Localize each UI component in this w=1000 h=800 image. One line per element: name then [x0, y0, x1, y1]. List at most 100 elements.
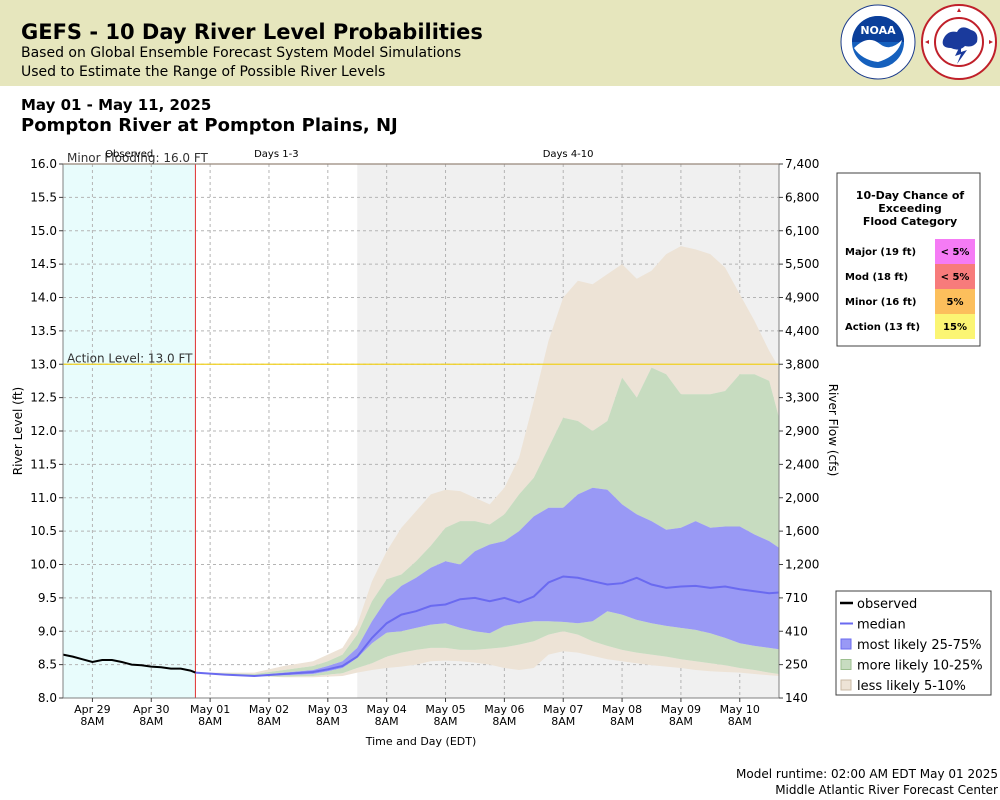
chart-subtitle-purpose: Used to Estimate the Range of Possible R… [21, 64, 386, 80]
exceedance-value: 15% [943, 322, 967, 333]
x-tick-date: May 09 [661, 703, 701, 716]
y-axis-label: River Level (ft) [11, 387, 25, 475]
y2-tick-label: 2,400 [785, 457, 819, 471]
model-runtime: Model runtime: 02:00 AM EDT May 01 2025 [736, 767, 998, 781]
exceedance-value: < 5% [941, 272, 970, 283]
x-tick-time: 8AM [610, 715, 634, 728]
band-10-25-upper [195, 367, 779, 676]
band-5-10-lower [195, 631, 779, 678]
y2-tick-label: 6,800 [785, 190, 819, 204]
y-tick-label: 11.5 [30, 457, 57, 471]
exceedance-value: 5% [947, 297, 964, 308]
y-tick-label: 11.0 [30, 491, 57, 505]
x-tick-date: May 08 [602, 703, 642, 716]
x-tick-time: 8AM [316, 715, 340, 728]
probability-bands [195, 246, 779, 678]
legend-label: more likely 10-25% [857, 659, 983, 674]
x-tick-time: 8AM [198, 715, 222, 728]
x-tick-date: May 02 [249, 703, 289, 716]
x-tick-date: May 05 [425, 703, 465, 716]
y2-tick-label: 3,800 [785, 357, 819, 371]
y2-tick-label: 410 [785, 624, 808, 638]
legend-swatch-box [840, 679, 852, 691]
exceedance-title: Flood Category [863, 215, 957, 228]
region-label: Days 4-10 [543, 149, 594, 160]
legend-swatch-box [840, 638, 852, 650]
noaa-logo: NOAA [840, 4, 916, 80]
median-line [195, 575, 780, 678]
x-tick-time: 8AM [375, 715, 399, 728]
x-tick-date: Apr 30 [133, 703, 170, 716]
y2-tick-label: 1,600 [785, 524, 819, 538]
legend-label: less likely 5-10% [857, 679, 966, 694]
svg-text:NOAA: NOAA [860, 24, 896, 37]
region-bg [195, 164, 358, 698]
y2-tick-label: 4,900 [785, 291, 819, 305]
y-tick-label: 8.5 [38, 658, 57, 672]
legend-label: most likely 25-75% [857, 638, 981, 653]
y2-tick-label: 140 [785, 691, 808, 705]
legend: observed median most likely 25-75% more lik… [835, 590, 992, 696]
exceedance-title: 10-Day Chance of [856, 189, 965, 202]
threshold-label: Minor Flooding: 16.0 FT [67, 151, 209, 165]
x-tick-time: 8AM [492, 715, 516, 728]
x-tick-time: 8AM [80, 715, 104, 728]
y2-tick-label: 250 [785, 658, 808, 672]
national-weather-service-logo [921, 4, 997, 80]
y-tick-label: 10.5 [30, 524, 57, 538]
legend-label: observed [857, 597, 917, 612]
y-tick-label: 10.0 [30, 558, 57, 572]
exceedance-category: Mod (18 ft) [845, 272, 908, 283]
x-tick-time: 8AM [551, 715, 575, 728]
x-tick-date: May 07 [543, 703, 583, 716]
x-tick-date: May 06 [484, 703, 524, 716]
y2-tick-label: 3,300 [785, 391, 819, 405]
station-name: Pompton River at Pompton Plains, NJ [21, 115, 398, 136]
series-lines [62, 575, 780, 678]
band-10-25-lower [195, 611, 779, 677]
y2-axis-label: River Flow (cfs) [826, 384, 840, 477]
exceedance-swatch [935, 289, 975, 314]
region-label: Days 1-3 [254, 149, 298, 160]
x-tick-date: May 03 [308, 703, 348, 716]
x-tick-time: 8AM [434, 715, 458, 728]
x-tick-date: Apr 29 [74, 703, 111, 716]
x-tick-time: 8AM [728, 715, 752, 728]
exceedance-category: Major (19 ft) [845, 247, 916, 258]
exceedance-title: Exceeding [878, 202, 941, 215]
observed-line [62, 653, 196, 674]
chart-subtitle-model: Based on Global Ensemble Forecast System… [21, 45, 462, 61]
y-tick-label: 15.5 [30, 190, 57, 204]
exceedance-value: < 5% [941, 247, 970, 258]
y-tick-label: 16.0 [30, 157, 57, 171]
band-25-75 [195, 487, 779, 676]
y2-tick-label: 2,900 [785, 424, 819, 438]
y-tick-label: 14.0 [30, 291, 57, 305]
legend-box [835, 590, 992, 696]
legend-label: median [857, 618, 906, 633]
region-label: Observed [105, 149, 153, 160]
y-tick-label: 13.5 [30, 324, 57, 338]
legend-swatch-box [840, 659, 852, 670]
y2-tick-label: 4,400 [785, 324, 819, 338]
x-tick-time: 8AM [669, 715, 693, 728]
y-tick-label: 14.5 [30, 257, 57, 271]
y2-tick-label: 7,400 [785, 157, 819, 171]
exceedance-swatch [935, 314, 975, 339]
y-tick-label: 12.0 [30, 424, 57, 438]
date-range: May 01 - May 11, 2025 [21, 96, 212, 114]
header-banner: GEFS - 10 Day River Level Probabilities … [0, 0, 1000, 86]
x-tick-time: 8AM [139, 715, 163, 728]
x-axis-label: Time and Day (EDT) [365, 735, 477, 748]
x-tick-time: 8AM [257, 715, 281, 728]
y-tick-label: 15.0 [30, 224, 57, 238]
y-tick-label: 8.0 [38, 691, 57, 705]
x-tick-date: May 10 [720, 703, 760, 716]
exceedance-category: Minor (16 ft) [845, 297, 916, 308]
y2-tick-label: 1,200 [785, 558, 819, 572]
y-tick-label: 9.0 [38, 624, 57, 638]
y2-tick-label: 5,500 [785, 257, 819, 271]
y-tick-label: 9.5 [38, 591, 57, 605]
y2-tick-label: 710 [785, 591, 808, 605]
